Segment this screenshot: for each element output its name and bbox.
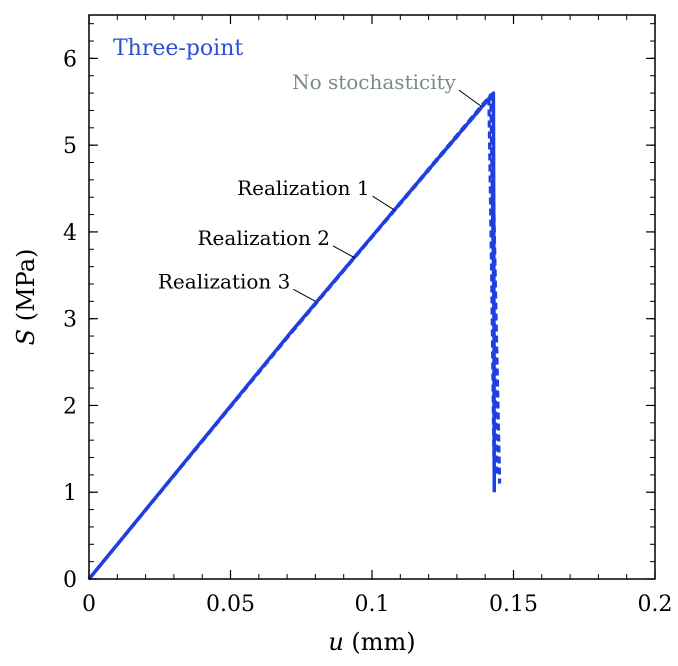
- x-tick-label: 0.1: [355, 592, 390, 617]
- y-tick-label: 3: [63, 308, 77, 333]
- x-tick-labels: 0 0.05 0.1 0.15 0.2: [82, 592, 673, 617]
- y-tick-label: 1: [63, 481, 77, 506]
- chart-title: Three-point: [113, 36, 243, 61]
- x-axis-unit: (mm): [344, 628, 416, 656]
- y-tick-label: 4: [63, 221, 77, 246]
- y-tick-label: 5: [63, 134, 77, 159]
- y-axis-unit: (MPa): [12, 249, 40, 329]
- y-tick-label: 0: [63, 568, 77, 593]
- y-tick-label: 6: [63, 47, 77, 72]
- plot-frame: [88, 14, 656, 580]
- y-tick-label: 2: [63, 394, 77, 419]
- annotation-leader: [293, 288, 316, 302]
- tick-marks: [88, 15, 656, 580]
- annotations: No stochasticity Realization 1 Realization…: [158, 70, 482, 302]
- x-tick-label: 0.2: [638, 592, 673, 617]
- annotation-label: Realization 1: [237, 176, 370, 200]
- x-axis-variable: u: [328, 628, 343, 656]
- annotation-label: Realization 3: [158, 269, 291, 293]
- annotation-leader: [372, 195, 395, 211]
- y-tick-labels: 0 1 2 3 4 5 6: [63, 47, 77, 593]
- y-axis-label: S (MPa): [12, 249, 40, 346]
- annotation-label: Realization 2: [198, 226, 331, 250]
- series-line-realization-3: [87, 94, 502, 581]
- x-tick-label: 0: [82, 592, 96, 617]
- x-tick-label: 0.15: [489, 592, 538, 617]
- annotation-leader: [458, 89, 482, 107]
- x-axis-label: u (mm): [328, 628, 415, 656]
- x-tick-label: 0.05: [206, 592, 255, 617]
- series-layer: [87, 91, 502, 581]
- annotation-leader: [332, 245, 356, 259]
- y-axis-variable: S: [12, 329, 40, 345]
- annotation-label: No stochasticity: [292, 70, 457, 94]
